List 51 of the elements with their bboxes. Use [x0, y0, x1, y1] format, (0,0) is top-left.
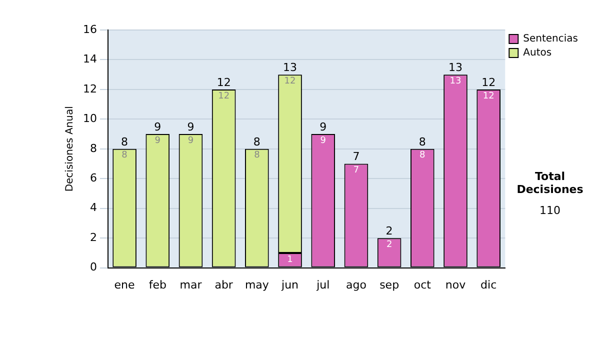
data-label: 9 [320, 136, 326, 146]
x-tick-label: feb [148, 278, 166, 292]
data-label: 12 [284, 76, 296, 86]
total-label: 7 [352, 150, 360, 164]
data-label: 7 [353, 166, 360, 176]
x-tick-label: dic [480, 278, 497, 292]
total-label: 13 [283, 60, 298, 74]
y-tick-label: 8 [90, 142, 97, 155]
total-label: 12 [216, 76, 231, 89]
y-tick-label: 16 [82, 22, 97, 36]
total-label: 8 [121, 135, 128, 148]
x-tick-label: abr [214, 278, 234, 292]
total-label: 8 [253, 135, 260, 148]
data-label: 12 [218, 91, 230, 102]
text: 110 [538, 204, 562, 217]
text: Total Decisiones [516, 170, 584, 196]
total-label: 9 [320, 120, 327, 134]
y-tick-label: 12 [82, 82, 97, 96]
y-tick-label: 0 [90, 260, 97, 274]
x-tick-label: jul [316, 278, 330, 292]
total-label: 9 [187, 120, 194, 134]
total-label: 9 [154, 120, 162, 134]
x-tick-label: may [244, 278, 270, 292]
total-label: 2 [386, 224, 393, 238]
y-tick-label: 4 [90, 201, 97, 214]
y-tick-label: 14 [82, 52, 97, 66]
x-tick-label: mar [180, 278, 202, 292]
total-label: 8 [418, 135, 426, 148]
legend-label: Autos [523, 48, 552, 59]
data-label: 1 [287, 254, 293, 265]
total-label: 13 [448, 60, 462, 74]
data-label: 12 [482, 91, 494, 102]
data-label: 8 [122, 150, 128, 161]
legend-label: Sentencias [523, 34, 578, 45]
y-tick-label: 6 [90, 171, 97, 184]
y-tick-label: 10 [82, 112, 97, 126]
x-tick-label: sep [380, 278, 400, 292]
x-tick-label: jun [280, 278, 299, 292]
y-tick-label: 2 [90, 230, 97, 244]
data-label: 8 [254, 150, 260, 161]
x-tick-label: oct [414, 278, 432, 292]
data-label: 8 [420, 150, 426, 161]
data-label: 9 [154, 136, 161, 146]
y-axis-title: Decisiones Anual [64, 106, 76, 192]
x-tick-label: ene [114, 278, 136, 292]
x-tick-label: ago [346, 278, 367, 292]
data-label: 2 [386, 240, 392, 250]
data-label: 9 [188, 136, 194, 146]
data-label: 13 [450, 76, 462, 86]
total-label: 12 [482, 76, 496, 89]
x-tick-label: nov [445, 278, 466, 292]
